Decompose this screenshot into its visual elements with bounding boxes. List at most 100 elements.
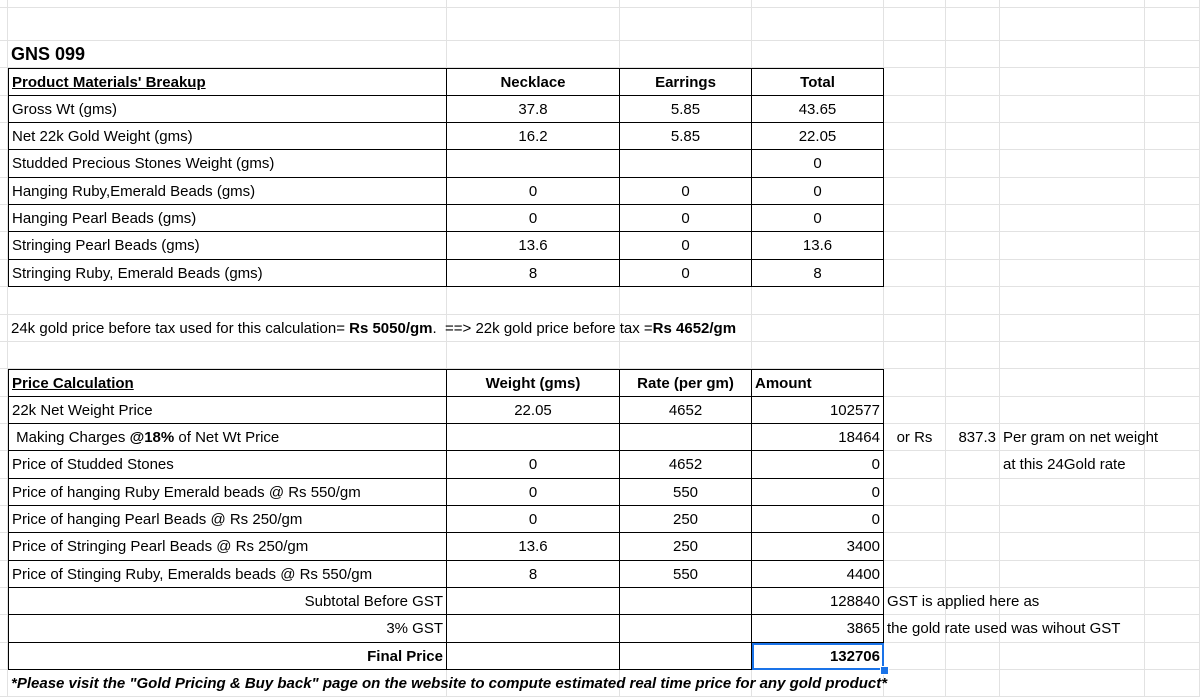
grid-cell[interactable] bbox=[1000, 369, 1145, 397]
grid-cell[interactable] bbox=[884, 205, 946, 232]
materials-cell[interactable] bbox=[447, 150, 620, 178]
grid-cell[interactable] bbox=[946, 205, 1000, 232]
grid-cell[interactable] bbox=[1145, 0, 1200, 8]
grid-cell[interactable] bbox=[752, 0, 884, 8]
grid-cell[interactable] bbox=[1000, 96, 1145, 123]
materials-cell[interactable]: Net 22k Gold Weight (gms) bbox=[8, 123, 447, 150]
price-cell[interactable]: Price of Studded Stones bbox=[8, 451, 447, 479]
grid-cell[interactable] bbox=[946, 8, 1000, 41]
grid-cell[interactable] bbox=[946, 150, 1000, 178]
grid-cell[interactable] bbox=[946, 178, 1000, 205]
grid-cell[interactable] bbox=[0, 68, 8, 96]
grid-cell[interactable] bbox=[1000, 41, 1145, 68]
grid-cell[interactable] bbox=[1000, 123, 1145, 150]
price-cell[interactable]: 0 bbox=[447, 451, 620, 479]
grid-cell[interactable] bbox=[1000, 205, 1145, 232]
grid-cell[interactable] bbox=[1000, 670, 1145, 697]
materials-cell[interactable]: 0 bbox=[752, 205, 884, 232]
grid-cell[interactable] bbox=[752, 342, 884, 369]
grid-cell[interactable] bbox=[884, 150, 946, 178]
subtotal-note[interactable]: GST is applied here as bbox=[884, 588, 1039, 615]
grid-cell[interactable] bbox=[1000, 0, 1145, 8]
grid-cell[interactable] bbox=[1000, 260, 1145, 287]
grid-cell[interactable] bbox=[946, 96, 1000, 123]
grid-cell[interactable] bbox=[1145, 96, 1200, 123]
price-cell[interactable]: 0 bbox=[447, 506, 620, 533]
grid-cell[interactable] bbox=[946, 670, 1000, 697]
grid-cell[interactable] bbox=[0, 533, 8, 561]
grid-cell[interactable] bbox=[1145, 178, 1200, 205]
grid-cell[interactable] bbox=[1000, 643, 1145, 670]
grid-cell[interactable] bbox=[1000, 178, 1145, 205]
grid-cell[interactable] bbox=[752, 41, 884, 68]
grid-cell[interactable] bbox=[1145, 41, 1200, 68]
price-cell[interactable]: 837.3 bbox=[946, 424, 1000, 451]
grid-cell[interactable] bbox=[447, 287, 620, 315]
gst-label[interactable]: 3% GST bbox=[8, 615, 447, 643]
grid-cell[interactable] bbox=[946, 232, 1000, 260]
grid-cell[interactable] bbox=[0, 287, 8, 315]
grid-cell[interactable] bbox=[1000, 287, 1145, 315]
materials-cell[interactable]: 0 bbox=[620, 178, 752, 205]
grid-cell[interactable] bbox=[447, 8, 620, 41]
grid-cell[interactable] bbox=[752, 315, 884, 342]
materials-cell[interactable]: 0 bbox=[620, 205, 752, 232]
price-cell[interactable]: 3400 bbox=[752, 533, 884, 561]
price-cell[interactable]: 22.05 bbox=[447, 397, 620, 424]
grid-cell[interactable] bbox=[884, 643, 946, 670]
grid-cell[interactable] bbox=[884, 315, 946, 342]
grid-cell[interactable] bbox=[946, 643, 1000, 670]
grid-cell[interactable] bbox=[8, 0, 447, 8]
grid-cell[interactable] bbox=[0, 506, 8, 533]
grid-cell[interactable] bbox=[0, 451, 8, 479]
grid-cell[interactable] bbox=[1000, 315, 1145, 342]
grid-cell[interactable] bbox=[1145, 232, 1200, 260]
grid-cell[interactable] bbox=[1000, 588, 1145, 615]
grid-cell[interactable] bbox=[0, 397, 8, 424]
final-amount[interactable]: 132706 bbox=[752, 643, 884, 670]
grid-cell[interactable] bbox=[884, 178, 946, 205]
empty-cell[interactable] bbox=[447, 643, 620, 670]
grid-cell[interactable] bbox=[0, 615, 8, 643]
gst-note[interactable]: the gold rate used was wihout GST bbox=[884, 615, 1120, 643]
grid-cell[interactable] bbox=[1145, 68, 1200, 96]
subtotal-label[interactable]: Subtotal Before GST bbox=[8, 588, 447, 615]
price-cell[interactable]: 4652 bbox=[620, 397, 752, 424]
grid-cell[interactable] bbox=[1000, 615, 1145, 643]
grid-cell[interactable] bbox=[0, 41, 8, 68]
price-cell[interactable]: 550 bbox=[620, 479, 752, 506]
materials-cell[interactable]: 0 bbox=[620, 260, 752, 287]
grid-cell[interactable] bbox=[0, 205, 8, 232]
price-cell[interactable] bbox=[884, 479, 946, 506]
price-cell[interactable] bbox=[884, 506, 946, 533]
grid-cell[interactable] bbox=[0, 0, 8, 8]
grid-cell[interactable] bbox=[884, 8, 946, 41]
grid-cell[interactable] bbox=[1145, 588, 1200, 615]
grid-cell[interactable] bbox=[620, 0, 752, 8]
grid-cell[interactable] bbox=[946, 342, 1000, 369]
price-cell[interactable] bbox=[884, 561, 946, 588]
price-cell[interactable] bbox=[1000, 397, 1145, 424]
price-cell[interactable] bbox=[884, 533, 946, 561]
price-cell[interactable]: Per gram on net weight bbox=[1000, 424, 1158, 451]
grid-cell[interactable] bbox=[1145, 342, 1200, 369]
grid-cell[interactable] bbox=[0, 479, 8, 506]
grid-cell[interactable] bbox=[1145, 615, 1200, 643]
grid-cell[interactable] bbox=[0, 96, 8, 123]
grid-cell[interactable] bbox=[8, 287, 447, 315]
grid-cell[interactable] bbox=[447, 41, 620, 68]
grid-cell[interactable] bbox=[1145, 205, 1200, 232]
price-cell[interactable] bbox=[1145, 397, 1200, 424]
grid-cell[interactable] bbox=[1145, 8, 1200, 41]
grid-cell[interactable] bbox=[0, 670, 8, 697]
grid-cell[interactable] bbox=[884, 287, 946, 315]
grid-cell[interactable] bbox=[1000, 8, 1145, 41]
grid-cell[interactable] bbox=[1145, 260, 1200, 287]
price-header-1[interactable]: Weight (gms) bbox=[447, 369, 620, 397]
grid-cell[interactable] bbox=[1145, 643, 1200, 670]
price-cell[interactable] bbox=[1145, 506, 1200, 533]
materials-cell[interactable]: Stringing Ruby, Emerald Beads (gms) bbox=[8, 260, 447, 287]
grid-cell[interactable] bbox=[884, 260, 946, 287]
materials-cell[interactable]: Studded Precious Stones Weight (gms) bbox=[8, 150, 447, 178]
grid-cell[interactable] bbox=[946, 588, 1000, 615]
